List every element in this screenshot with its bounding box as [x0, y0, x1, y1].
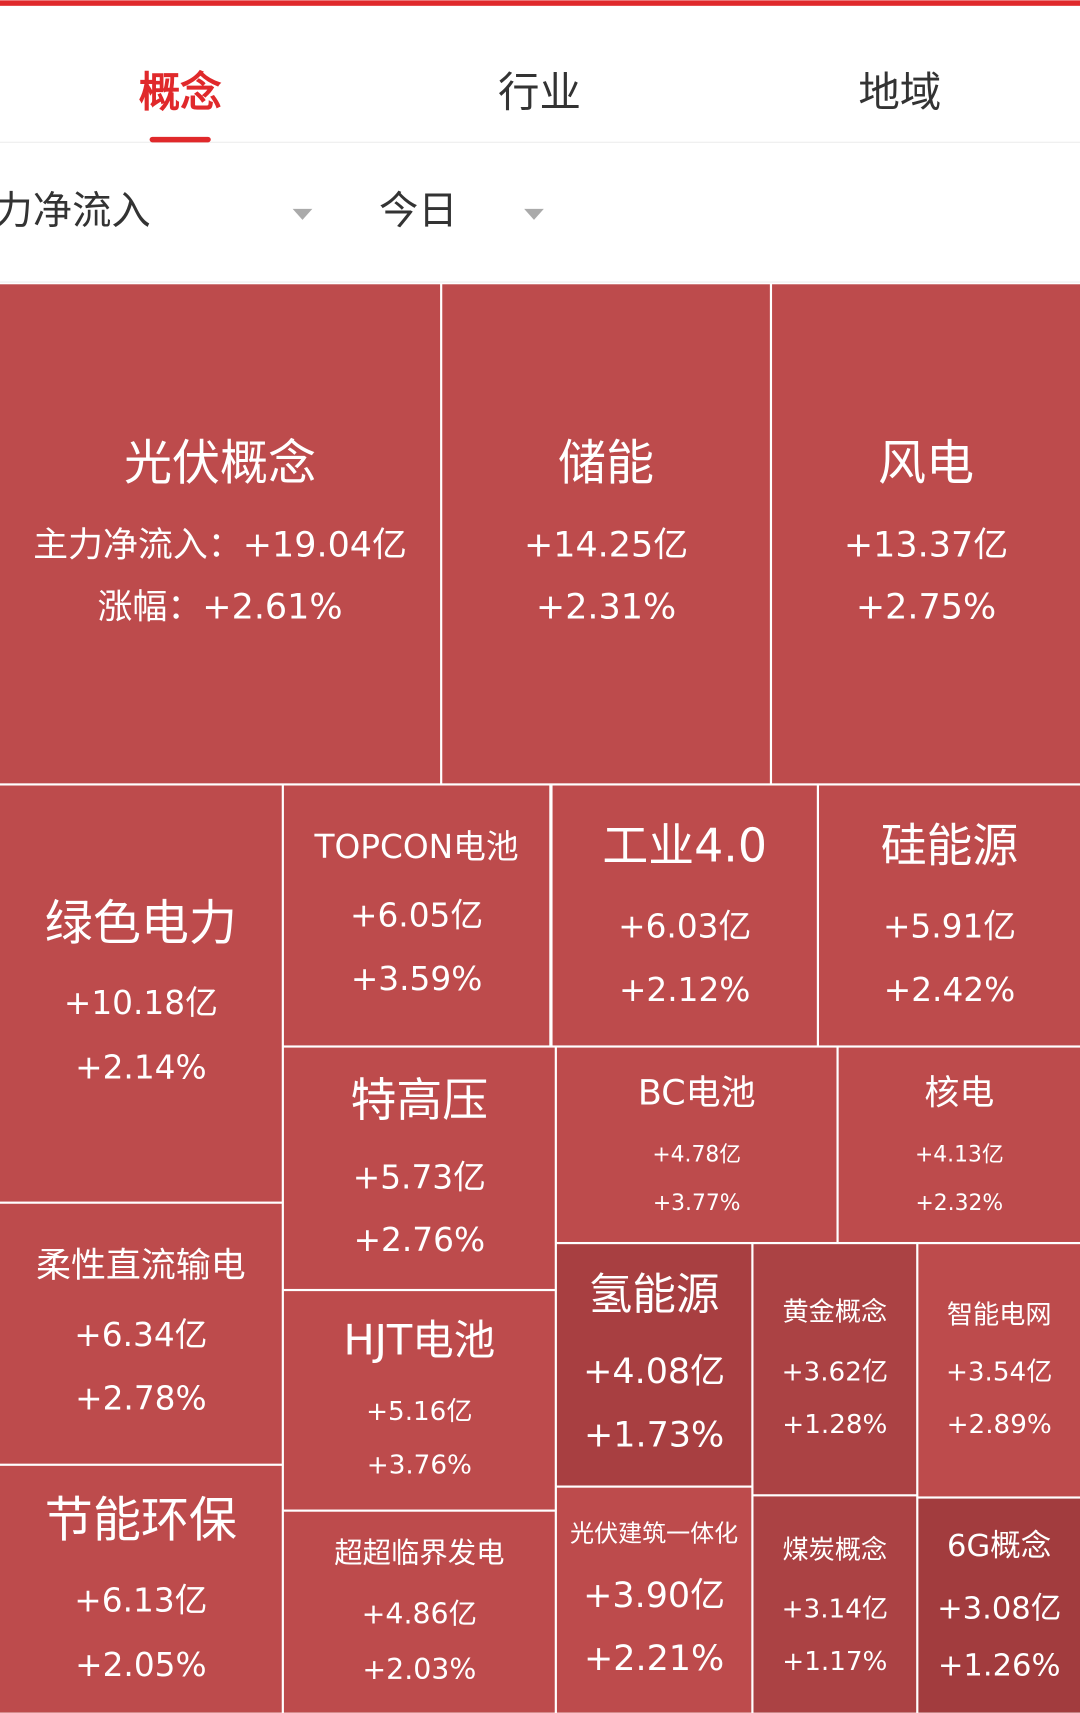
- tile-net-inflow: +6.05亿: [350, 897, 483, 935]
- tile-net-inflow: +5.91亿: [883, 908, 1016, 946]
- tile-change: +1.26%: [938, 1648, 1061, 1683]
- tile-net-inflow: +5.16亿: [366, 1397, 472, 1427]
- tab-indicator: [149, 136, 211, 143]
- tile-name: BC电池: [638, 1074, 756, 1114]
- tile-change: +1.28%: [782, 1410, 887, 1440]
- tile-change: +3.77%: [653, 1191, 741, 1216]
- tile-name: 氢能源: [589, 1270, 720, 1321]
- tile-change: +1.17%: [782, 1647, 887, 1677]
- tile-net-inflow: +3.08亿: [937, 1591, 1061, 1626]
- tile-change: +2.89%: [947, 1410, 1052, 1440]
- treemap-tile[interactable]: [838, 1047, 1080, 1242]
- filter-dropdown[interactable]: 主力净流入: [0, 189, 151, 234]
- tile-net-inflow: +4.08亿: [583, 1352, 725, 1392]
- treemap-tile[interactable]: [556, 1244, 752, 1486]
- tile-change: +2.42%: [884, 971, 1015, 1009]
- tile-name: 超超临界发电: [334, 1536, 504, 1569]
- tile-net-inflow: +6.34亿: [74, 1316, 207, 1354]
- tile-name: 节能环保: [45, 1493, 237, 1549]
- tile-net-inflow: +6.13亿: [74, 1581, 207, 1619]
- tile-net-inflow: +5.73亿: [353, 1159, 486, 1197]
- treemap-tile[interactable]: [0, 1465, 282, 1713]
- tile-net-inflow: +14.25亿: [524, 525, 688, 565]
- top-bar: [0, 0, 1080, 6]
- tile-net-inflow: +3.14亿: [782, 1594, 888, 1624]
- tile-net-inflow: +4.78亿: [652, 1143, 741, 1168]
- tab[interactable]: 地域: [858, 67, 941, 116]
- tile-change: 涨幅：+2.61%: [98, 588, 343, 628]
- tile-net-inflow: +3.90亿: [583, 1576, 725, 1616]
- tab[interactable]: 概念: [139, 67, 222, 116]
- dropdown-arrow: [292, 208, 313, 220]
- tile-name: 绿色电力: [45, 895, 237, 951]
- tile-change: +2.76%: [354, 1221, 485, 1259]
- treemap-tile[interactable]: [442, 284, 770, 784]
- tile-net-inflow: +13.37亿: [844, 525, 1008, 565]
- tile-name: 6G概念: [947, 1529, 1051, 1564]
- dropdown-arrow: [524, 208, 544, 220]
- tile-net-inflow: +6.03亿: [618, 908, 751, 946]
- treemap-tile[interactable]: [753, 1496, 917, 1713]
- tile-name: 特高压: [351, 1073, 489, 1127]
- tile-change: +2.21%: [584, 1639, 724, 1679]
- treemap-tile[interactable]: [283, 1291, 555, 1510]
- tile-change: +1.73%: [584, 1415, 724, 1455]
- treemap-tile[interactable]: [556, 1487, 752, 1713]
- tile-name: 核电: [924, 1074, 994, 1114]
- tile-name: 黄金概念: [782, 1297, 887, 1327]
- tile-name: 柔性直流输电: [36, 1246, 246, 1286]
- treemap-tile[interactable]: [0, 284, 441, 784]
- tile-net-inflow: +3.62亿: [782, 1358, 888, 1388]
- treemap-tile[interactable]: [0, 1203, 282, 1464]
- tile-name: 光伏概念: [124, 436, 316, 492]
- tile-change: +2.32%: [916, 1191, 1004, 1216]
- treemap-tile[interactable]: [283, 785, 550, 1046]
- filter-dropdown[interactable]: 今日: [379, 189, 458, 234]
- tile-net-inflow: +4.86亿: [362, 1597, 477, 1630]
- tile-change: +3.76%: [367, 1450, 472, 1480]
- tile-change: +2.31%: [536, 588, 676, 628]
- tile-name: HJT电池: [343, 1316, 495, 1365]
- tile-net-inflow: +3.54亿: [946, 1358, 1052, 1388]
- tile-net-inflow: 主力净流入：+19.04亿: [33, 525, 407, 565]
- tile-name: 光伏建筑一体化: [570, 1520, 738, 1548]
- tile-net-inflow: +10.18亿: [64, 984, 218, 1022]
- tile-change: +2.12%: [619, 971, 750, 1009]
- tile-change: +2.75%: [856, 588, 996, 628]
- tile-name: TOPCON电池: [314, 828, 519, 866]
- tile-name: 煤炭概念: [782, 1536, 887, 1566]
- treemap-tile[interactable]: [0, 785, 282, 1202]
- treemap-tile[interactable]: [918, 1498, 1080, 1713]
- treemap-tile[interactable]: [772, 284, 1080, 784]
- tile-name: 工业4.0: [602, 818, 767, 872]
- treemap-tile[interactable]: [918, 1244, 1080, 1497]
- tile-name: 储能: [558, 436, 654, 492]
- tile-name: 硅能源: [881, 818, 1019, 872]
- treemap-tile[interactable]: [283, 1511, 555, 1713]
- treemap-tile[interactable]: [552, 785, 817, 1046]
- treemap-tile[interactable]: [753, 1244, 917, 1495]
- tile-change: +2.14%: [75, 1048, 206, 1086]
- tile-name: 智能电网: [947, 1301, 1052, 1331]
- treemap-tile[interactable]: [819, 785, 1080, 1046]
- tile-change: +2.05%: [75, 1646, 206, 1684]
- tile-change: +3.59%: [351, 960, 482, 998]
- tile-change: +2.03%: [362, 1653, 476, 1686]
- tab[interactable]: 行业: [498, 67, 581, 116]
- treemap-tile[interactable]: [283, 1047, 555, 1289]
- treemap-tile[interactable]: [556, 1047, 837, 1242]
- tile-name: 风电: [878, 436, 974, 492]
- tile-net-inflow: +4.13亿: [915, 1143, 1004, 1168]
- tile-change: +2.78%: [75, 1379, 206, 1417]
